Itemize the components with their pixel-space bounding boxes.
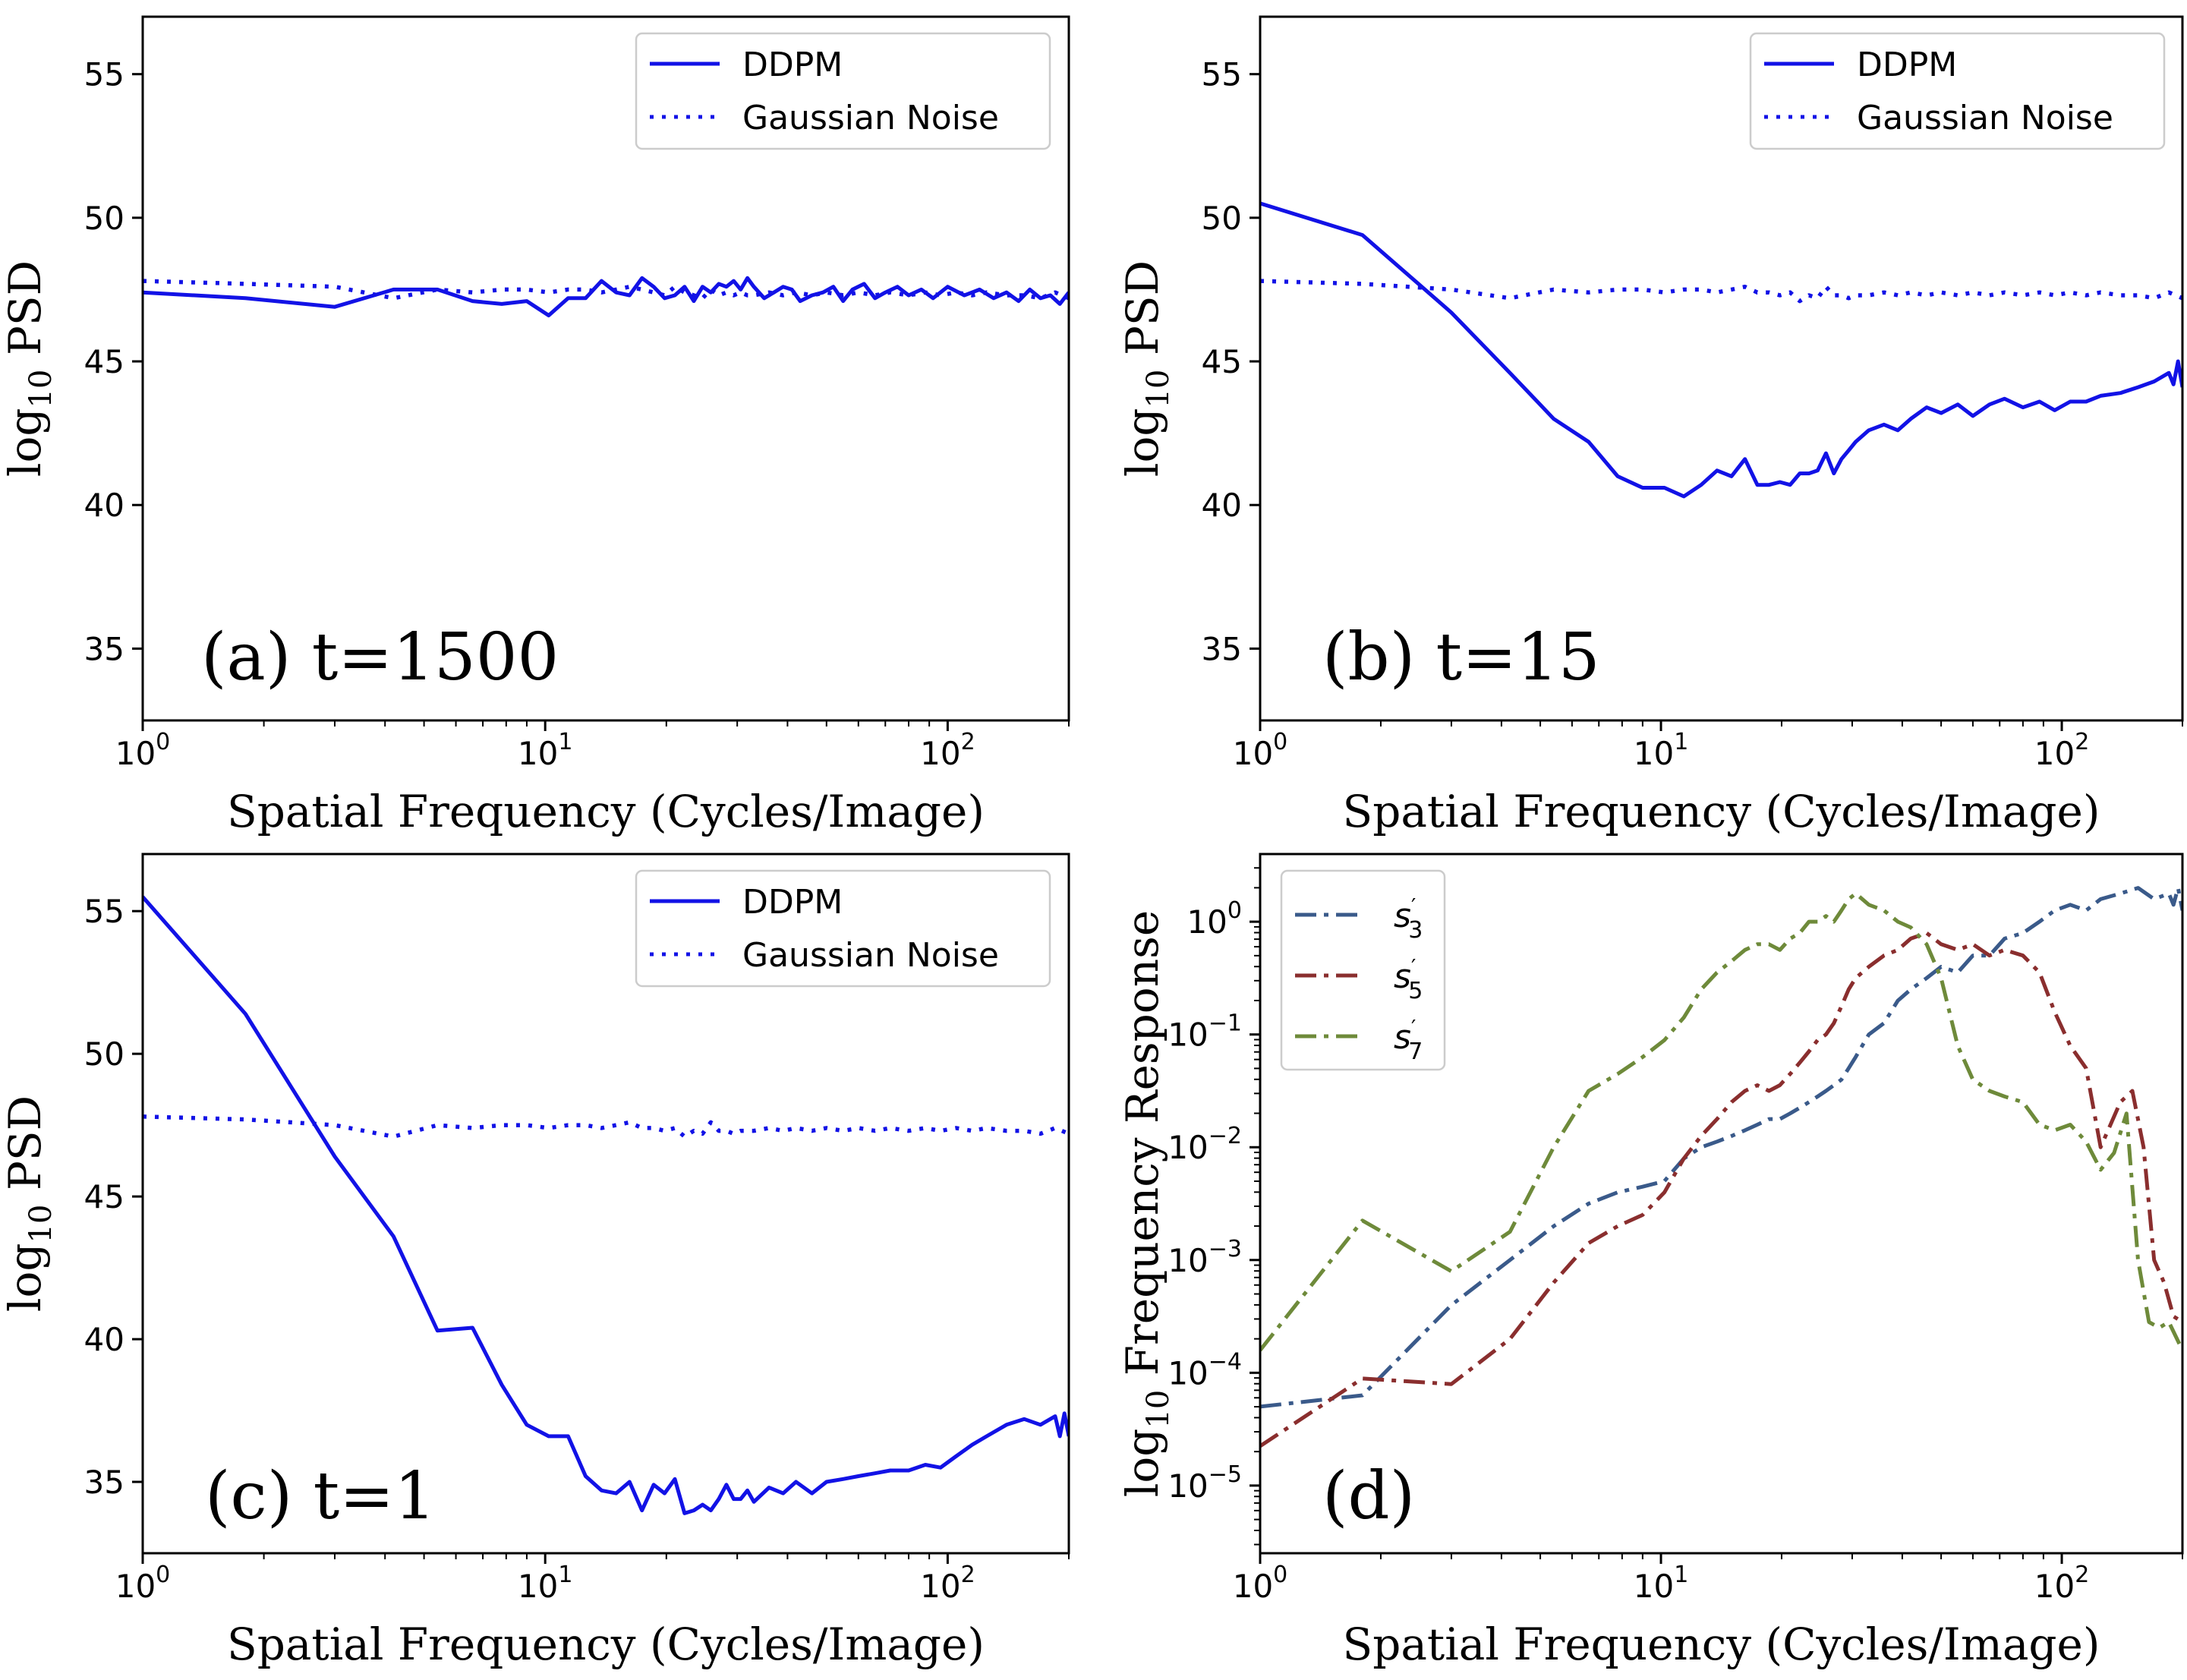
panel-label: (d) (1322, 1458, 1415, 1534)
plot-frame (1259, 15, 2184, 722)
y-tick-label: 45 (84, 343, 124, 380)
x-tick-label: 102 (920, 1562, 975, 1605)
legend-frame (1749, 32, 2166, 150)
y-tick-label: 50 (84, 1035, 124, 1073)
y-tick-label: 55 (84, 893, 124, 930)
x-axis-label: Spatial Frequency (Cycles/Image) (1342, 1619, 2100, 1670)
legend-label: Gaussian Noise (742, 936, 999, 975)
y-tick-label: 100 (1186, 897, 1242, 941)
legend-frame (1280, 869, 1446, 1071)
x-tick-label: 100 (1233, 729, 1288, 772)
series-line-ddpm (143, 276, 1069, 317)
y-tick-label: 40 (1202, 487, 1242, 524)
x-tick-label: 102 (2034, 1562, 2090, 1605)
panel-label: (c) t=1 (205, 1458, 436, 1534)
legend-label: DDPM (742, 46, 843, 84)
series-line-ddpm (143, 895, 1069, 1515)
y-tick-label: 35 (84, 630, 124, 667)
subplot-a: 100 101 102 35 40 45 50 55 Spatial Frequency (Cy… (0, 15, 1070, 837)
x-tick-label: 101 (1634, 729, 1689, 772)
series-line-s7 (1260, 891, 2182, 1352)
subplot-b: 100 101 102 35 40 45 50 55 Spatial Frequency (Cy… (1117, 15, 2184, 837)
legend-label: DDPM (1857, 46, 1957, 84)
series-line-s3 (1260, 886, 2182, 1409)
plot-frame (1259, 853, 2184, 1555)
panel-label: (a) t=1500 (201, 619, 559, 695)
y-tick-label: 10−3 (1168, 1236, 1242, 1279)
y-tick-label: 10−2 (1168, 1123, 1242, 1166)
y-tick-label: 45 (1202, 343, 1242, 380)
y-tick-label: 55 (1202, 56, 1242, 93)
x-tick-label: 101 (518, 729, 573, 772)
x-tick-label: 100 (115, 1562, 171, 1605)
subplot-c: 100 101 102 35 40 45 50 55 Spatial Frequency (Cy… (0, 853, 1070, 1670)
legend-label: s′ 3 (1394, 894, 1423, 944)
y-tick-label: 50 (84, 200, 124, 237)
x-axis-label: Spatial Frequency (Cycles/Image) (227, 786, 985, 837)
y-axis-label: log10 PSD (1117, 260, 1176, 477)
y-tick-label: 45 (84, 1178, 124, 1215)
legend: DDPM Gaussian Noise (635, 869, 1051, 988)
legend-frame (635, 32, 1051, 150)
series-line-gaussian-noise (1260, 279, 2182, 304)
y-tick-label: 40 (84, 487, 124, 524)
x-tick-label: 102 (920, 729, 975, 772)
legend-label: s′ 7 (1394, 1015, 1423, 1065)
legend-frame (635, 869, 1051, 988)
x-tick-label: 100 (1233, 1562, 1288, 1605)
subplot-d: 100 101 102 100 10−1 10−2 10−3 10−4 10−5 Spatial … (1117, 853, 2184, 1670)
legend-label: s′ 5 (1394, 954, 1423, 1004)
x-axis-label: Spatial Frequency (Cycles/Image) (227, 1619, 985, 1670)
x-tick-label: 101 (1634, 1562, 1689, 1605)
y-axis-label: log10 PSD (0, 260, 58, 477)
legend: DDPM Gaussian Noise (635, 32, 1051, 150)
x-tick-label: 101 (518, 1562, 573, 1605)
legend: s′ 3 s′ 5 s′ 7 (1280, 869, 1446, 1071)
plot-frame (141, 15, 1070, 722)
y-tick-label: 10−4 (1168, 1348, 1242, 1392)
y-tick-label: 35 (1202, 630, 1242, 667)
y-tick-label: 40 (84, 1321, 124, 1358)
x-tick-label: 102 (2034, 729, 2090, 772)
legend-label: Gaussian Noise (1857, 99, 2113, 137)
y-tick-label: 55 (84, 56, 124, 93)
y-axis-label: log10 Frequency Response (1117, 910, 1176, 1497)
series-line-ddpm (1260, 201, 2182, 499)
y-axis-label: log10 PSD (0, 1095, 58, 1312)
y-tick-label: 50 (1202, 200, 1242, 237)
panel-label: (b) t=15 (1322, 619, 1600, 695)
legend: DDPM Gaussian Noise (1749, 32, 2166, 150)
plot-frame (141, 853, 1070, 1555)
legend-label: DDPM (742, 883, 843, 922)
x-axis-label: Spatial Frequency (Cycles/Image) (1342, 786, 2100, 837)
y-tick-label: 35 (84, 1464, 124, 1501)
y-tick-label: 10−5 (1168, 1461, 1242, 1505)
series-line-gaussian-noise (143, 1114, 1069, 1139)
series-line-s5 (1260, 931, 2182, 1448)
legend-label: Gaussian Noise (742, 99, 999, 137)
x-tick-label: 100 (115, 729, 171, 772)
y-tick-label: 10−1 (1168, 1010, 1242, 1054)
